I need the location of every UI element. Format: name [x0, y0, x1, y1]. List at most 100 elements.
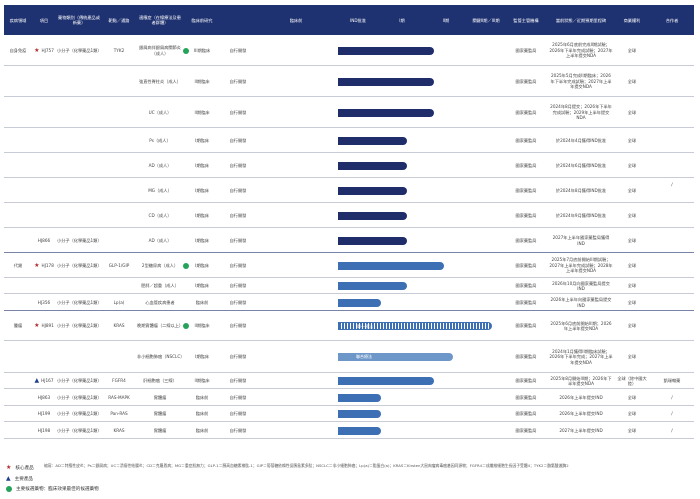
progress-bar	[338, 426, 382, 435]
cell-ind: 晚期實體瘤（二線以上）	[136, 311, 189, 341]
cell-status: 於2024年6月獲得IND批准	[555, 162, 607, 168]
table-row: HJ199 小分子（化學藥品1類） Pan-RAS 實體瘤 臨床前 自行開發 國家藥監局 20…	[4, 406, 694, 422]
header-cell: 監管主管機構	[513, 17, 539, 23]
header-cell: 藥物類別（傳統產品或新藥）	[58, 15, 100, 25]
progress-bar	[338, 108, 434, 117]
green-dot-icon	[183, 262, 189, 269]
cell-target: KRAS	[113, 323, 125, 329]
cell-rights: 全球	[627, 187, 637, 193]
header-cell: 商業權利	[623, 17, 641, 23]
star-icon: ★	[34, 46, 40, 54]
table-header: 疾病領域 項目 藥物類別（傳統產品或新藥） 靶點／通路 適應症（在線療法及患者群體） 臨床…	[4, 5, 694, 35]
progress-bar	[338, 186, 408, 195]
table-row: HJ198 小分子（化學藥品1類） KRAS 實體瘤 臨床前 自行開發 國家藥監局 2027年…	[4, 422, 694, 439]
cell-status: 2027年上半年提交IND	[559, 427, 603, 433]
cell-stage: 臨床前	[195, 299, 209, 305]
cell-project: HJ199	[37, 411, 51, 417]
cell-partner: /	[671, 411, 673, 417]
cell-auth: 國家藥監局	[515, 411, 537, 417]
cell-cls: 小分子（化學藥品1類）	[57, 299, 102, 305]
cell-ind: 實體瘤	[153, 394, 167, 400]
table-row: 自身免疫 ★ HJ757 小分子（化學藥品1類） TYK2 銀屑病伴銀屑病關節炎（成人） I…	[4, 35, 694, 66]
cell-stage: I期臨床	[195, 162, 209, 168]
table-row: UC（成人） II期臨床 自行開發 國家藥監局 2024年8月提交；2026年下半年完成…	[4, 97, 694, 128]
bar-label: 聯合療法	[356, 354, 372, 359]
legend-core-label: 核心產品	[15, 465, 34, 471]
cell-cls: 小分子（化學藥品1類）	[57, 427, 102, 433]
progress-bar	[338, 46, 434, 55]
cell-pre: 自行開發	[229, 212, 247, 218]
cell-status: 2026年上半年向國家藥監局提交IND	[550, 297, 612, 308]
cell-status: 2025年6月底前完成II期試驗；2026年下半年完成試驗；2027年上半年提交…	[549, 42, 613, 59]
cell-stage: I期臨床	[195, 262, 209, 268]
cell-stage: I期臨床	[195, 137, 209, 143]
cell-auth: 國家藥監局	[515, 427, 537, 433]
progress-bar	[338, 261, 444, 270]
cell-ind: AD（成人）	[148, 237, 172, 243]
cell-project: HJ866	[37, 237, 51, 243]
cell-pre: 自行開發	[229, 109, 247, 115]
progress-bar: 聯合療法	[338, 353, 454, 361]
cell-ind: AD（成人）	[148, 162, 172, 168]
cell-stage: I期臨床	[195, 283, 209, 289]
cell-ind: 肥胖／超重（成人）	[141, 283, 179, 289]
header-cell: 臨床前	[289, 17, 303, 23]
table-row: 腫瘤 ★ HJ891 小分子（化學藥品1類） KRAS 晚期實體瘤（二線以上） II期臨床 自…	[4, 311, 694, 341]
cell-target: Lp(a)	[113, 299, 125, 305]
cell-ind: 實體瘤	[153, 411, 167, 417]
cell-status: 於2024年4月獲得IND批准	[555, 137, 607, 143]
table-row: 肥胖／超重（成人） I期臨床 自行開發 國家藥監局 2026年10月向國家藥監局提交IN…	[4, 278, 694, 294]
header-cell: II期	[442, 17, 450, 23]
cell-partner: /	[671, 394, 673, 400]
cell-pre: 自行開發	[229, 47, 247, 53]
bar-label: 單一療法	[357, 324, 373, 329]
cell-rights: 全球	[627, 78, 637, 84]
green-dot-icon	[6, 486, 12, 492]
cell-auth: 國家藥監局	[515, 283, 537, 289]
header-cell: I期	[399, 17, 405, 23]
cell-partner: /	[671, 427, 673, 433]
cell-pre: 自行開發	[229, 283, 247, 289]
header-cell: 適應症（在線療法及患者群體）	[139, 15, 181, 25]
progress-bar	[338, 236, 408, 245]
table-row: CD（成人） I期臨床 自行開發 國家藥監局 於2024年9月獲得IND批准 全球	[4, 203, 694, 228]
progress-bar	[338, 77, 434, 86]
cell-cls: 小分子（化學藥品1類）	[57, 237, 102, 243]
table-row: Ps（成人） I期臨床 自行開發 國家藥監局 於2024年4月獲得IND批准 全球	[4, 128, 694, 153]
cell-stage: I期臨床	[195, 354, 209, 360]
cell-status: 於2024年8月獲得IND批准	[555, 187, 607, 193]
cell-rights: 全球	[627, 237, 637, 243]
cell-auth: 國家藥監局	[515, 299, 537, 305]
star-icon: ★	[34, 322, 40, 330]
cell-cls: 小分子（化學藥品1類）	[57, 323, 102, 329]
cell-project: HJ198	[37, 427, 51, 433]
cell-rights: 全球	[627, 299, 637, 305]
legend-green-label: 主要候選藥物：臨床效果最佳的候選藥物	[16, 487, 99, 492]
header-cell: 靶點／通路	[108, 17, 130, 23]
cell-ind: 2型糖尿病（成人）	[136, 253, 189, 278]
cell-status: 2025年8月開始III期；2026年下半年提交NDA	[550, 375, 612, 386]
cell-stage: II期臨床	[194, 78, 210, 84]
cell-rights: 全球（除中國大陸）	[617, 375, 647, 386]
cell-stage: 臨床前	[195, 394, 209, 400]
cell-area: 腫瘤	[13, 323, 23, 329]
header-cell: 關鍵II期／III期	[472, 17, 500, 23]
cell-pre: 自行開發	[229, 137, 247, 143]
cell-ind: UC（成人）	[148, 109, 172, 115]
cell-status: 2026年上半年提交IND	[559, 411, 603, 417]
cell-auth: 國家藥監局	[515, 109, 537, 115]
table-row: MG（成人） I期臨床 自行開發 國家藥監局 於2024年8月獲得IND批准 全球	[4, 178, 694, 203]
cell-ind: 肝細胞癌（三線）	[143, 378, 177, 384]
cell-ind: 非小細胞肺癌（NSCLC）	[137, 354, 185, 360]
cell-pre: 自行開發	[229, 354, 247, 360]
cell-project: HJ863	[37, 394, 51, 400]
cell-pre: 自行開發	[229, 78, 247, 84]
table-row: ▲ HJ167 小分子（化學藥品1類） FGFR4 肝細胞癌（三線） II期臨床 自行開發 國…	[4, 373, 694, 389]
legend-green: 主要候選藥物：臨床效果最佳的候選藥物	[6, 486, 99, 492]
cell-cls: 小分子（化學藥品1類）	[57, 262, 102, 268]
cell-stage: II期臨床	[194, 378, 210, 384]
cell-status: 2026年10月向國家藥監局提交IND	[552, 280, 610, 291]
cell-ind: 心血管疾病患者	[145, 299, 175, 305]
header-cell: 疾病領域	[9, 17, 27, 23]
table-row: HJ866 小分子（化學藥品1類） AD（成人） I期臨床 自行開發 國家藥監局 2027年…	[4, 228, 694, 253]
